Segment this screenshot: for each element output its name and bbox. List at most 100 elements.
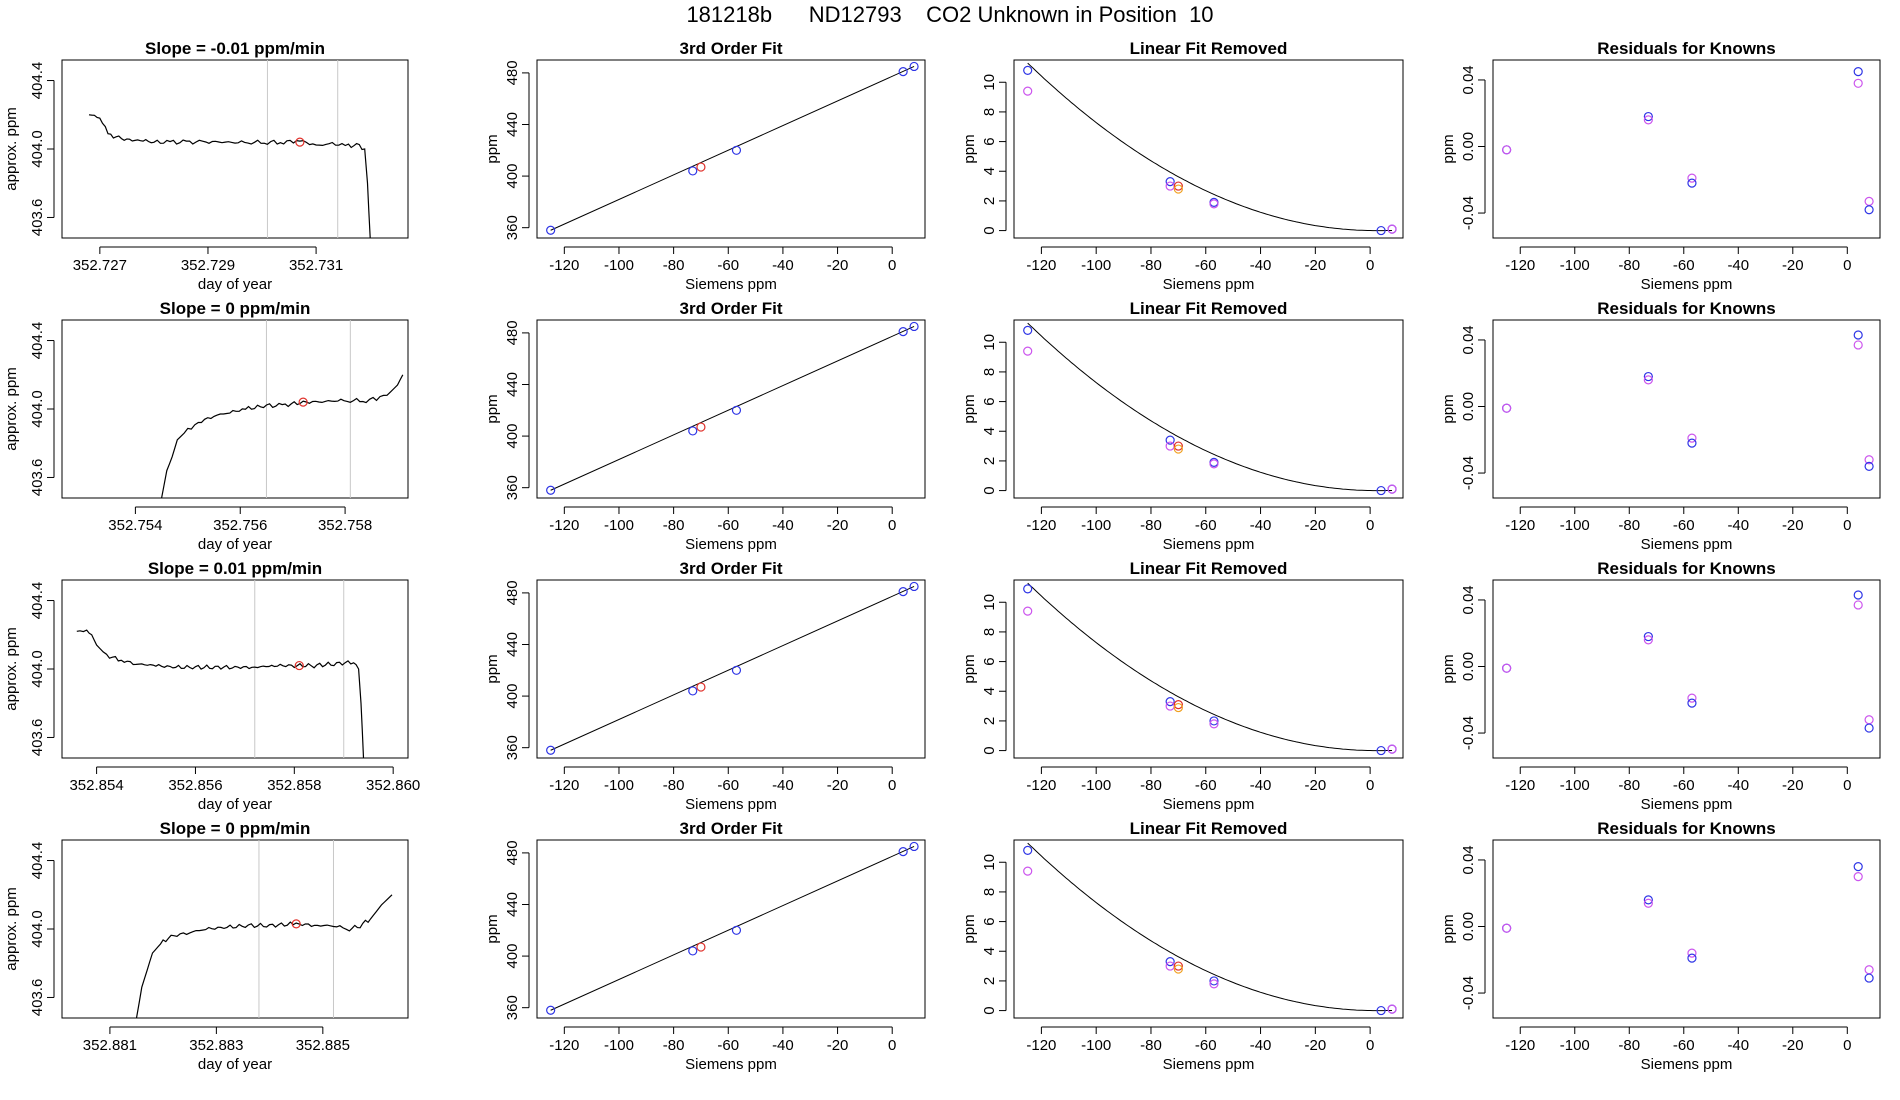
- panel-title: Residuals for Knowns: [1597, 559, 1776, 578]
- data-point: [696, 682, 706, 692]
- y-axis-label: ppm: [961, 134, 978, 163]
- data-point: [1165, 957, 1175, 967]
- y-tick-label: 8: [981, 108, 998, 116]
- data-point: [1853, 590, 1863, 600]
- data-point: [1023, 325, 1033, 335]
- data-point: [1023, 584, 1033, 594]
- x-tick-label: -80: [1618, 1037, 1640, 1054]
- x-tick-label: -60: [1673, 257, 1695, 274]
- x-tick-label: 0: [1843, 257, 1851, 274]
- plot-frame: [61, 579, 409, 759]
- sample-point-marker: [294, 660, 304, 671]
- y-tick-label: 4: [981, 687, 998, 695]
- x-tick-label: -120: [1505, 517, 1535, 534]
- data-point: [1023, 65, 1033, 75]
- plot-frame: [1492, 579, 1881, 759]
- y-tick-label: 2: [981, 717, 998, 725]
- x-tick-label: -20: [1304, 777, 1326, 794]
- x-tick-label: -80: [1140, 1037, 1162, 1054]
- y-tick-label: 400: [504, 684, 521, 709]
- x-tick-label: -120: [1026, 1037, 1056, 1054]
- data-point: [1687, 693, 1697, 703]
- x-tick-label: -120: [549, 1037, 579, 1054]
- ppm-trace-line: [76, 629, 365, 758]
- y-tick-label: 404.4: [29, 62, 46, 100]
- x-tick-label: -20: [827, 1037, 849, 1054]
- y-tick-label: 360: [504, 995, 521, 1020]
- y-tick-label: 400: [504, 424, 521, 449]
- ppm-trace-line: [135, 894, 393, 1018]
- data-point: [1853, 600, 1863, 610]
- data-point: [1173, 702, 1183, 713]
- panel-title: Linear Fit Removed: [1130, 819, 1288, 838]
- x-tick-label: -100: [1560, 777, 1590, 794]
- plot-area: [88, 60, 371, 238]
- y-tick-label: 8: [981, 888, 998, 896]
- plot-area: [1502, 862, 1874, 983]
- data-point: [898, 587, 908, 597]
- panel-1-0: Slope = 0 ppm/min 352.754 352.756 352.758 da…: [3, 299, 409, 553]
- y-tick-label: -0.04: [1460, 716, 1477, 750]
- x-tick-label: 0: [1843, 1037, 1851, 1054]
- plot-frame: [1013, 839, 1404, 1019]
- x-tick-label: -100: [1081, 1037, 1111, 1054]
- panel-title: 3rd Order Fit: [680, 559, 783, 578]
- y-axis-label: ppm: [1440, 394, 1457, 423]
- y-axis-label: ppm: [1440, 134, 1457, 163]
- y-tick-label: 2: [981, 977, 998, 985]
- plot-area: [161, 320, 404, 498]
- x-tick-label: 0: [1366, 517, 1374, 534]
- y-tick-label: 480: [504, 580, 521, 605]
- x-tick-label: -40: [1250, 257, 1272, 274]
- panel-title: Linear Fit Removed: [1130, 559, 1288, 578]
- x-tick-label: 0: [888, 257, 896, 274]
- y-tick-label: 6: [981, 137, 998, 145]
- plot-area: [546, 841, 919, 1015]
- x-tick-label: -80: [1618, 517, 1640, 534]
- plot-area: [1023, 322, 1397, 496]
- data-point: [1643, 371, 1653, 382]
- data-point: [1643, 895, 1653, 905]
- x-tick-label: -40: [1250, 1037, 1272, 1054]
- y-axis-label: ppm: [484, 914, 501, 943]
- data-point: [546, 225, 556, 235]
- plot-area: [546, 321, 919, 495]
- x-axis-label: Siemens ppm: [685, 536, 777, 553]
- y-tick-label: 440: [504, 112, 521, 137]
- data-point: [1209, 979, 1219, 989]
- data-point: [1853, 871, 1863, 882]
- panel-1-2: Linear Fit Removed -120 -100 -80 -60 -40 -20 0 S…: [961, 299, 1404, 553]
- panel-2-3: Residuals for Knowns -120 -100 -80 -60 -40 -20…: [1440, 559, 1881, 813]
- y-tick-label: -0.04: [1460, 976, 1477, 1010]
- x-tick-label: -60: [1673, 1037, 1695, 1054]
- x-tick-label: -60: [1673, 517, 1695, 534]
- y-tick-label: 404.0: [29, 910, 46, 948]
- y-axis-label: ppm: [961, 914, 978, 943]
- plot-frame: [1492, 59, 1881, 239]
- data-point: [909, 841, 919, 852]
- y-axis-label: ppm: [1440, 914, 1457, 943]
- data-point: [696, 422, 706, 432]
- data-point: [1853, 862, 1863, 872]
- y-axis-label: ppm: [961, 394, 978, 423]
- x-axis-label: day of year: [198, 276, 272, 293]
- y-axis-label: ppm: [484, 394, 501, 423]
- y-tick-label: 4: [981, 427, 998, 435]
- y-tick-label: 6: [981, 917, 998, 925]
- x-tick-label: -80: [1618, 777, 1640, 794]
- y-tick-label: -0.04: [1460, 456, 1477, 490]
- y-tick-label: 404.0: [29, 650, 46, 688]
- data-point: [1387, 484, 1397, 494]
- data-point: [1376, 485, 1386, 496]
- plot-frame: [1013, 319, 1404, 499]
- y-tick-label: 480: [504, 60, 521, 85]
- y-tick-label: 360: [504, 475, 521, 500]
- x-axis-label: day of year: [198, 536, 272, 553]
- x-tick-label: 0: [1366, 257, 1374, 274]
- x-tick-label: -60: [1195, 257, 1217, 274]
- data-point: [1209, 459, 1219, 469]
- x-axis-label: Siemens ppm: [1641, 536, 1733, 553]
- data-point: [1502, 403, 1512, 413]
- x-tick-label: 0: [1366, 1037, 1374, 1054]
